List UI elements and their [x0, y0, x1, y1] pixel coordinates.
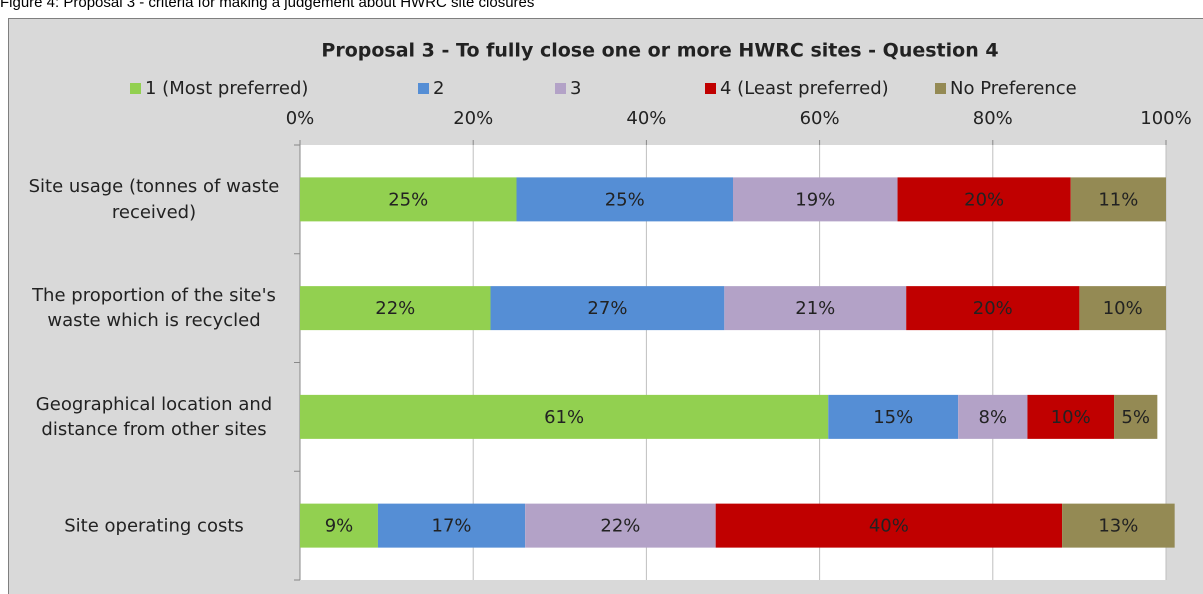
- x-tick-label: 100%: [1140, 108, 1191, 129]
- bar-segment: [300, 394, 829, 439]
- legend-swatch: [705, 83, 716, 94]
- data-label: 20%: [964, 189, 1004, 210]
- data-label: 25%: [605, 189, 645, 210]
- data-label: 10%: [1051, 407, 1091, 428]
- x-tick-label: 60%: [800, 108, 840, 129]
- bar-segment: [525, 503, 716, 548]
- legend-swatch: [130, 83, 141, 94]
- bar-segment: [377, 503, 526, 548]
- bar-segment: [300, 286, 491, 331]
- bar-segment: [724, 286, 907, 331]
- data-label: 21%: [795, 298, 835, 319]
- legend-swatch: [418, 83, 429, 94]
- y-tick-label: Geographical location and distance from …: [35, 393, 273, 440]
- data-label: 10%: [1103, 298, 1143, 319]
- data-label: 40%: [869, 516, 909, 537]
- data-label: 11%: [1098, 189, 1138, 210]
- data-label: 61%: [544, 407, 584, 428]
- x-tick-label: 20%: [453, 108, 493, 129]
- data-label: 15%: [873, 407, 913, 428]
- data-label: 9%: [325, 516, 354, 537]
- chart-title: Proposal 3 - To fully close one or more …: [321, 40, 998, 62]
- data-label: 20%: [973, 298, 1013, 319]
- data-label: 22%: [600, 516, 640, 537]
- data-label: 25%: [388, 189, 428, 210]
- bar-segment: [490, 286, 725, 331]
- legend-swatch: [555, 83, 566, 94]
- bar-segment: [958, 394, 1028, 439]
- figure-caption: Figure 4: Proposal 3 - criteria for maki…: [0, 0, 535, 11]
- bar-segment: [828, 394, 959, 439]
- y-tick-label: Site usage (tonnes of waste received): [28, 176, 280, 223]
- legend-label: 2: [433, 78, 444, 99]
- legend-label: 1 (Most preferred): [145, 78, 308, 99]
- x-tick-label: 0%: [286, 108, 315, 129]
- y-tick-label: Site operating costs: [64, 515, 244, 537]
- data-label: 5%: [1121, 407, 1150, 428]
- bar-segment: [715, 503, 1063, 548]
- legend-swatch: [935, 83, 946, 94]
- bar-segment: [1062, 503, 1175, 548]
- bar-segment: [733, 177, 898, 222]
- bar-segment: [1070, 177, 1166, 222]
- data-label: 19%: [795, 189, 835, 210]
- bar-segment: [1027, 394, 1115, 439]
- bar-segment: [516, 177, 733, 222]
- y-tick-label: The proportion of the site's waste which…: [32, 284, 276, 332]
- bar-segment: [1079, 286, 1166, 331]
- legend-label: No Preference: [950, 78, 1077, 99]
- legend-label: 4 (Least preferred): [720, 78, 889, 99]
- data-label: 22%: [375, 298, 415, 319]
- bar-segment: [300, 503, 378, 548]
- bar-segment: [300, 177, 517, 222]
- bar-segment: [1114, 394, 1158, 439]
- data-label: 17%: [432, 516, 472, 537]
- x-tick-label: 80%: [973, 108, 1013, 129]
- data-label: 8%: [979, 407, 1008, 428]
- legend-label: 3: [570, 78, 581, 99]
- bar-segment: [897, 177, 1071, 222]
- data-label: 27%: [587, 298, 627, 319]
- data-label: 13%: [1098, 516, 1138, 537]
- x-tick-label: 40%: [626, 108, 666, 129]
- bar-segment: [906, 286, 1080, 331]
